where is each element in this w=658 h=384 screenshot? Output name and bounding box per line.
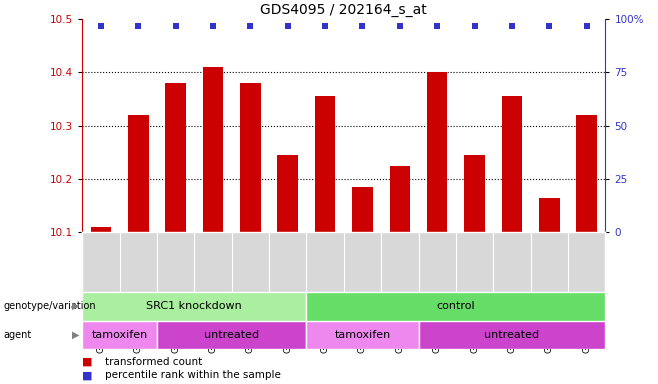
Point	[320, 23, 330, 29]
Bar	[82, 292, 307, 321]
Point	[507, 23, 517, 29]
Point	[357, 23, 368, 29]
Bar	[165, 83, 186, 232]
Text: ■: ■	[82, 356, 93, 367]
Point	[282, 23, 293, 29]
Bar	[418, 321, 605, 349]
Bar	[465, 155, 485, 232]
Bar	[315, 96, 336, 232]
Text: genotype/variation: genotype/variation	[3, 301, 96, 311]
Text: untreated: untreated	[204, 330, 259, 340]
Bar	[91, 227, 111, 232]
Bar	[157, 321, 307, 349]
Bar	[203, 67, 223, 232]
Bar	[240, 83, 261, 232]
Text: percentile rank within the sample: percentile rank within the sample	[105, 370, 281, 381]
Point	[582, 23, 592, 29]
Bar	[82, 321, 157, 349]
Bar	[576, 115, 597, 232]
Point	[208, 23, 218, 29]
Text: tamoxifen: tamoxifen	[334, 330, 391, 340]
Point	[95, 23, 106, 29]
Point	[245, 23, 256, 29]
Text: agent: agent	[3, 330, 32, 340]
Point	[544, 23, 555, 29]
Text: control: control	[437, 301, 475, 311]
Bar	[539, 198, 559, 232]
Point	[469, 23, 480, 29]
Text: SRC1 knockdown: SRC1 knockdown	[147, 301, 242, 311]
Point	[432, 23, 442, 29]
Bar	[278, 155, 298, 232]
Text: ▶: ▶	[72, 330, 80, 340]
Point	[170, 23, 181, 29]
Text: untreated: untreated	[484, 330, 540, 340]
Title: GDS4095 / 202164_s_at: GDS4095 / 202164_s_at	[261, 3, 427, 17]
Bar	[352, 187, 373, 232]
Text: tamoxifen: tamoxifen	[91, 330, 148, 340]
Point	[133, 23, 143, 29]
Text: ▶: ▶	[72, 301, 80, 311]
Text: ■: ■	[82, 370, 93, 381]
Bar	[307, 292, 605, 321]
Bar	[307, 321, 418, 349]
Bar	[390, 166, 410, 232]
Bar	[128, 115, 149, 232]
Bar	[427, 73, 447, 232]
Text: transformed count: transformed count	[105, 356, 203, 367]
Bar	[501, 96, 522, 232]
Point	[395, 23, 405, 29]
